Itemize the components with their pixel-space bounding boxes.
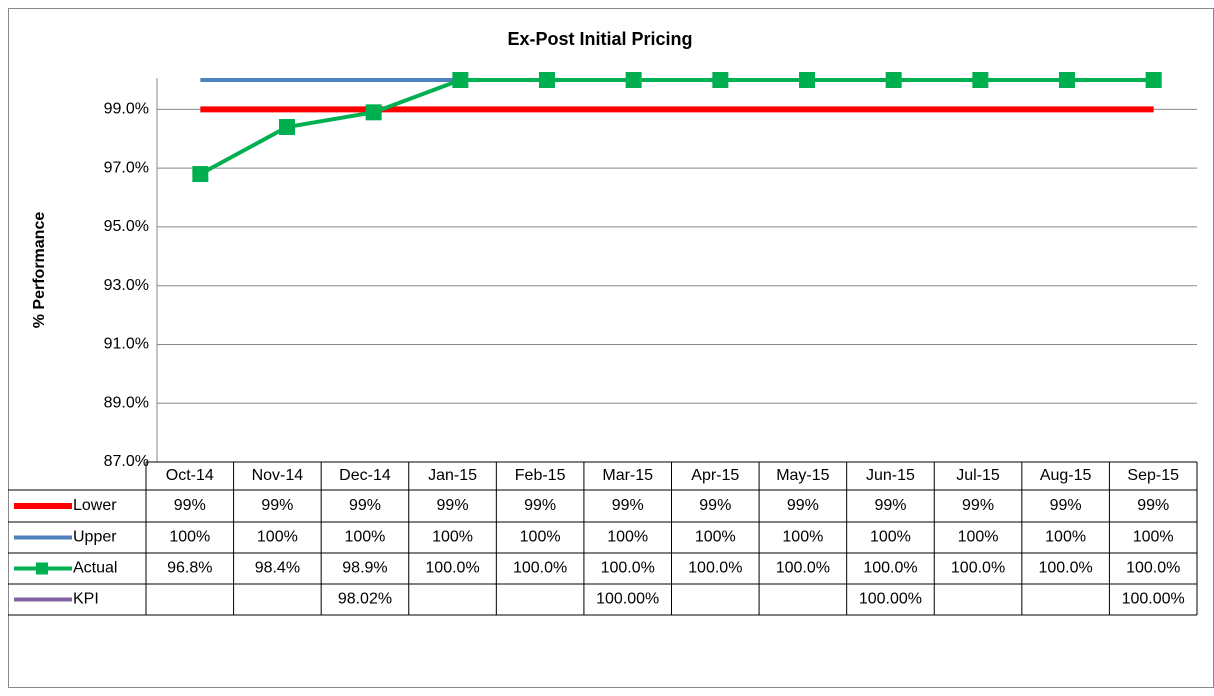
table-value: 100.0%	[601, 560, 655, 577]
table-value: 100%	[169, 529, 210, 546]
legend-label: Lower	[73, 497, 117, 514]
table-value: 100%	[607, 529, 648, 546]
table-value: 100%	[1133, 529, 1174, 546]
x-tick-label: Oct-14	[166, 467, 214, 484]
x-tick-label: Feb-15	[515, 467, 566, 484]
legend-marker	[36, 562, 48, 575]
chart-title: Ex-Post Initial Pricing	[507, 29, 692, 49]
table-value: 99%	[1137, 497, 1169, 514]
marker	[799, 72, 815, 88]
series-line	[199, 78, 1154, 176]
table-value: 100.0%	[1038, 560, 1092, 577]
marker	[712, 72, 729, 88]
x-tick-label: Nov-14	[252, 467, 304, 484]
x-tick-label: Jul-15	[956, 467, 1000, 484]
table-value: 100%	[344, 529, 385, 546]
table-value: 99%	[962, 497, 994, 514]
table-value: 100%	[432, 529, 473, 546]
table-value: 99%	[1050, 497, 1082, 514]
table-value: 100.0%	[1126, 560, 1180, 577]
table-value: 98.02%	[338, 591, 392, 608]
table-value: 100%	[695, 529, 736, 546]
x-tick-label: Jan-15	[428, 467, 477, 484]
table-value: 100.00%	[596, 591, 659, 608]
table-value: 100.0%	[513, 560, 567, 577]
table-value: 99%	[524, 497, 556, 514]
table-value: 99%	[349, 497, 381, 514]
marker	[539, 72, 555, 88]
table-value: 100.00%	[859, 591, 922, 608]
table-value: 100%	[257, 529, 298, 546]
table-value: 100.0%	[776, 560, 830, 577]
table-value: 100.00%	[1122, 591, 1185, 608]
table-value: 99%	[787, 497, 819, 514]
x-tick-label: May-15	[776, 467, 829, 484]
marker	[452, 72, 469, 88]
table-value: 99%	[874, 497, 906, 514]
marker	[365, 104, 382, 121]
y-axis-label: % Performance	[31, 212, 48, 329]
table-value: 100%	[870, 529, 911, 546]
table-value: 98.4%	[255, 560, 300, 577]
x-tick-label: Mar-15	[602, 467, 653, 484]
x-tick-label: Aug-15	[1040, 467, 1092, 484]
table-value: 100.0%	[425, 560, 479, 577]
table-value: 100%	[782, 529, 823, 546]
table-value: 100%	[1045, 529, 1086, 546]
y-tick-label: 93.0%	[104, 277, 149, 294]
x-tick-label: Dec-14	[339, 467, 391, 484]
x-tick-label: Sep-15	[1127, 467, 1179, 484]
table-value: 100%	[520, 529, 561, 546]
legend-label: KPI	[73, 591, 99, 608]
marker	[1059, 72, 1075, 88]
table-value: 99%	[174, 497, 206, 514]
marker	[192, 166, 209, 183]
y-tick-label: 97.0%	[104, 159, 149, 176]
table-value: 99%	[437, 497, 469, 514]
y-tick-label: 99.0%	[104, 101, 149, 118]
table-value: 98.9%	[342, 560, 387, 577]
marker	[885, 72, 902, 88]
chart-border	[8, 8, 1214, 688]
x-tick-label: Apr-15	[691, 467, 739, 484]
table-value: 96.8%	[167, 560, 212, 577]
table-value: 99%	[699, 497, 731, 514]
table-value: 100.0%	[688, 560, 742, 577]
table-value: 99%	[261, 497, 293, 514]
y-tick-label: 91.0%	[104, 336, 149, 353]
y-tick-label: 87.0%	[104, 453, 149, 470]
table-value: 100%	[958, 529, 999, 546]
legend-label: Actual	[73, 560, 117, 577]
table-value: 99%	[612, 497, 644, 514]
marker	[1145, 72, 1162, 88]
marker	[279, 119, 295, 136]
x-tick-label: Jun-15	[866, 467, 915, 484]
y-tick-label: 95.0%	[104, 218, 149, 235]
marker	[972, 72, 989, 88]
y-tick-label: 89.0%	[104, 394, 149, 411]
marker	[625, 72, 642, 88]
table-value: 100.0%	[951, 560, 1005, 577]
legend-label: Upper	[73, 529, 117, 546]
table-value: 100.0%	[863, 560, 917, 577]
